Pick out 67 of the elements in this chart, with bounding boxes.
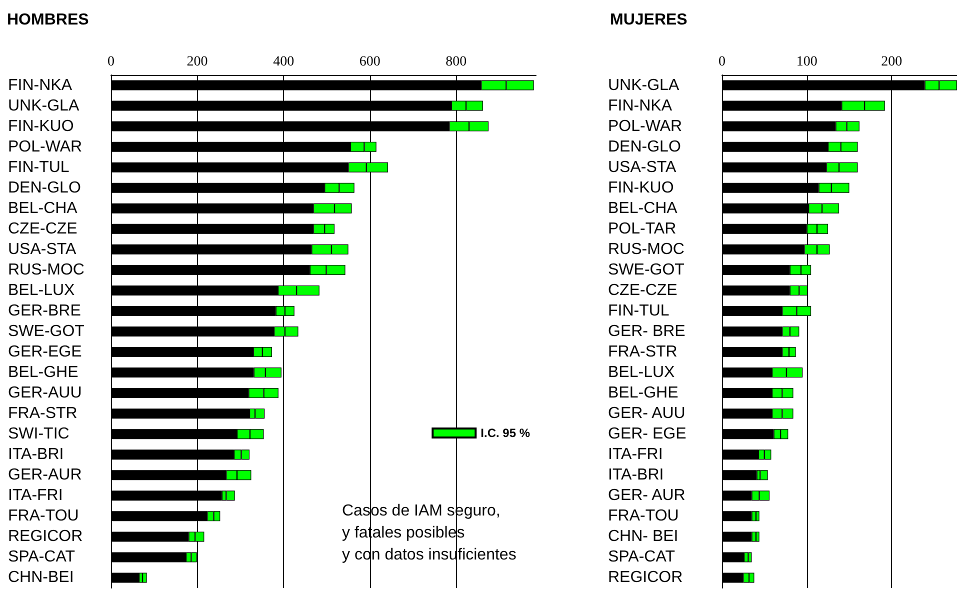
bar <box>226 490 235 501</box>
y-tick-label: FRA-STR <box>608 344 678 361</box>
y-tick-label: POL-TAR <box>608 220 676 238</box>
y-tick-label: CZE-CZE <box>8 220 78 238</box>
y-tick-label: GER- AUU <box>608 405 686 422</box>
y-tick-label: FIN-TUL <box>608 302 670 320</box>
y-tick-label: ITA-FRI <box>8 487 63 504</box>
y-tick-label: USA-STA <box>8 240 76 258</box>
y-tick-label: ITA-BRI <box>608 466 664 484</box>
y-tick-label: FIN-NKA <box>8 76 72 94</box>
y-tick-label: GER-AUR <box>8 466 82 484</box>
y-tick-label: CZE-CZE <box>608 282 678 299</box>
y-tick-label: BEL-LUX <box>8 282 76 299</box>
y-tick-label: ITA-FRI <box>608 446 663 464</box>
x-tick-label: 200 <box>186 54 208 70</box>
x-tick-label: 100 <box>796 54 818 70</box>
y-tick-label: POL-WAR <box>608 118 682 135</box>
y-tick-label: REGICOR <box>608 569 683 586</box>
y-tick-label: BEL-GHE <box>608 384 678 402</box>
x-tick-label: 0 <box>108 54 114 70</box>
y-tick-label: GER-EGE <box>8 344 82 361</box>
y-tick-label: BEL-LUX <box>608 364 676 382</box>
y-tick-label: GER- EGE <box>608 426 686 443</box>
y-tick-label: UNK-GLA <box>608 76 680 94</box>
y-tick-label: RUS-MOC <box>608 240 684 258</box>
y-tick-label: DEN-GLO <box>8 179 81 196</box>
chart-title: MUJERES <box>610 12 688 28</box>
y-tick-label: FRA-STR <box>8 405 78 422</box>
bar <box>142 572 147 583</box>
y-tick-label: FIN-KUO <box>608 179 674 196</box>
y-tick-label: SPA-CAT <box>8 548 76 566</box>
y-tick-label: GER-AUU <box>8 384 82 402</box>
y-tick-label: GER-BRE <box>8 302 81 320</box>
y-tick-label: CHN- BEI <box>608 528 678 546</box>
y-tick-label: SWE-GOT <box>608 261 685 278</box>
y-tick-label: FRA-TOU <box>8 508 79 525</box>
y-tick-label: FIN-TUL <box>8 158 70 176</box>
y-tick-label: GER- AUR <box>608 487 686 504</box>
y-tick-label: REGICOR <box>8 528 83 546</box>
y-tick-label: BEL-CHA <box>8 200 78 217</box>
x-tick-label: 200 <box>881 54 902 70</box>
y-tick-label: FIN-KUO <box>8 118 74 135</box>
x-tick-label: 600 <box>359 54 380 70</box>
chart-title: HOMBRES <box>7 12 90 28</box>
legend-label: I.C. 95 % <box>480 426 530 440</box>
y-tick-label: UNK-GLA <box>8 97 80 114</box>
bar <box>756 511 760 522</box>
y-tick-label: BEL-GHE <box>8 364 78 382</box>
y-tick-label: FIN-NKA <box>608 97 672 114</box>
y-tick-label: FRA-TOU <box>608 508 679 525</box>
y-tick-label: CHN-BEI <box>8 569 74 586</box>
y-tick-label: BEL-CHA <box>608 200 678 217</box>
bar <box>760 470 768 480</box>
y-tick-label: SWE-GOT <box>8 323 85 340</box>
y-tick-label: SPA-CAT <box>608 548 676 566</box>
y-tick-label: USA-STA <box>608 158 676 176</box>
x-tick-label: 400 <box>273 54 294 70</box>
bar <box>756 532 760 542</box>
y-tick-label: GER- BRE <box>608 323 686 340</box>
y-tick-label: SWI-TIC <box>8 426 70 443</box>
y-tick-label: POL-WAR <box>8 138 82 156</box>
bar <box>748 552 752 562</box>
y-tick-label: ITA-BRI <box>8 446 64 464</box>
x-tick-label: 0 <box>718 54 726 70</box>
y-tick-label: DEN-GLO <box>608 138 681 156</box>
x-tick-label: 800 <box>446 54 467 70</box>
y-tick-label: RUS-MOC <box>8 261 84 278</box>
